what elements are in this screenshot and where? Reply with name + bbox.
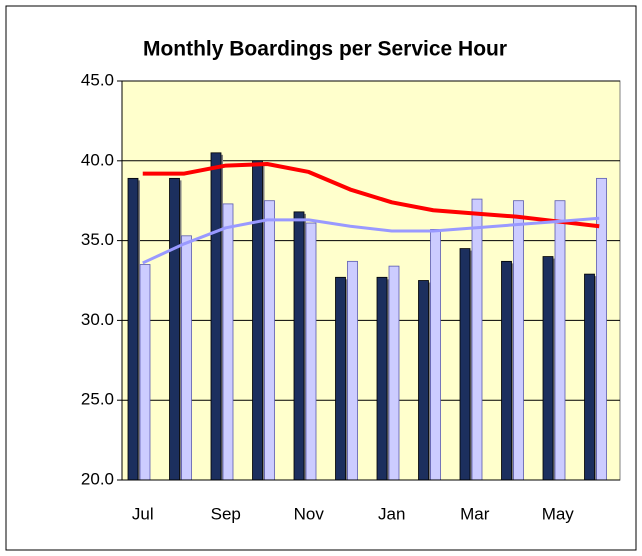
bar xyxy=(459,248,471,481)
bar xyxy=(554,200,566,481)
x-tick-label: Sep xyxy=(211,504,241,523)
y-tick-label: 35.0 xyxy=(81,230,114,249)
line xyxy=(142,161,600,229)
bar xyxy=(471,198,483,481)
bar xyxy=(293,211,305,481)
bar xyxy=(222,203,234,481)
bar xyxy=(252,160,263,481)
y-tick-label: 20.0 xyxy=(81,469,114,488)
x-tick-label: Jan xyxy=(378,504,405,523)
x-tick-label: Jul xyxy=(132,504,154,523)
y-tick-label: 40.0 xyxy=(81,150,114,169)
y-tick-label: 30.0 xyxy=(81,310,114,329)
bar xyxy=(418,280,429,481)
bar xyxy=(169,177,180,481)
bar xyxy=(305,222,317,481)
bar xyxy=(430,229,441,481)
bar xyxy=(139,264,151,481)
bar xyxy=(181,235,192,481)
bar xyxy=(542,256,554,481)
bar xyxy=(584,273,595,481)
bar xyxy=(347,260,358,481)
bar xyxy=(596,177,607,481)
y-tick-label: 25.0 xyxy=(81,390,114,409)
bar xyxy=(501,260,512,481)
bar xyxy=(210,152,222,481)
bar xyxy=(264,200,275,481)
bar xyxy=(335,276,346,481)
bar xyxy=(388,265,400,481)
bar xyxy=(376,276,388,481)
x-tick-label: Nov xyxy=(294,504,325,523)
bar xyxy=(127,177,139,481)
x-tick-label: May xyxy=(542,504,575,523)
x-tick-label: Mar xyxy=(460,504,490,523)
plot-area xyxy=(121,80,621,481)
y-tick-label: 45.0 xyxy=(81,70,114,89)
bar xyxy=(513,200,524,481)
line xyxy=(142,216,600,265)
chart-title: Monthly Boardings per Service Hour xyxy=(143,38,507,61)
